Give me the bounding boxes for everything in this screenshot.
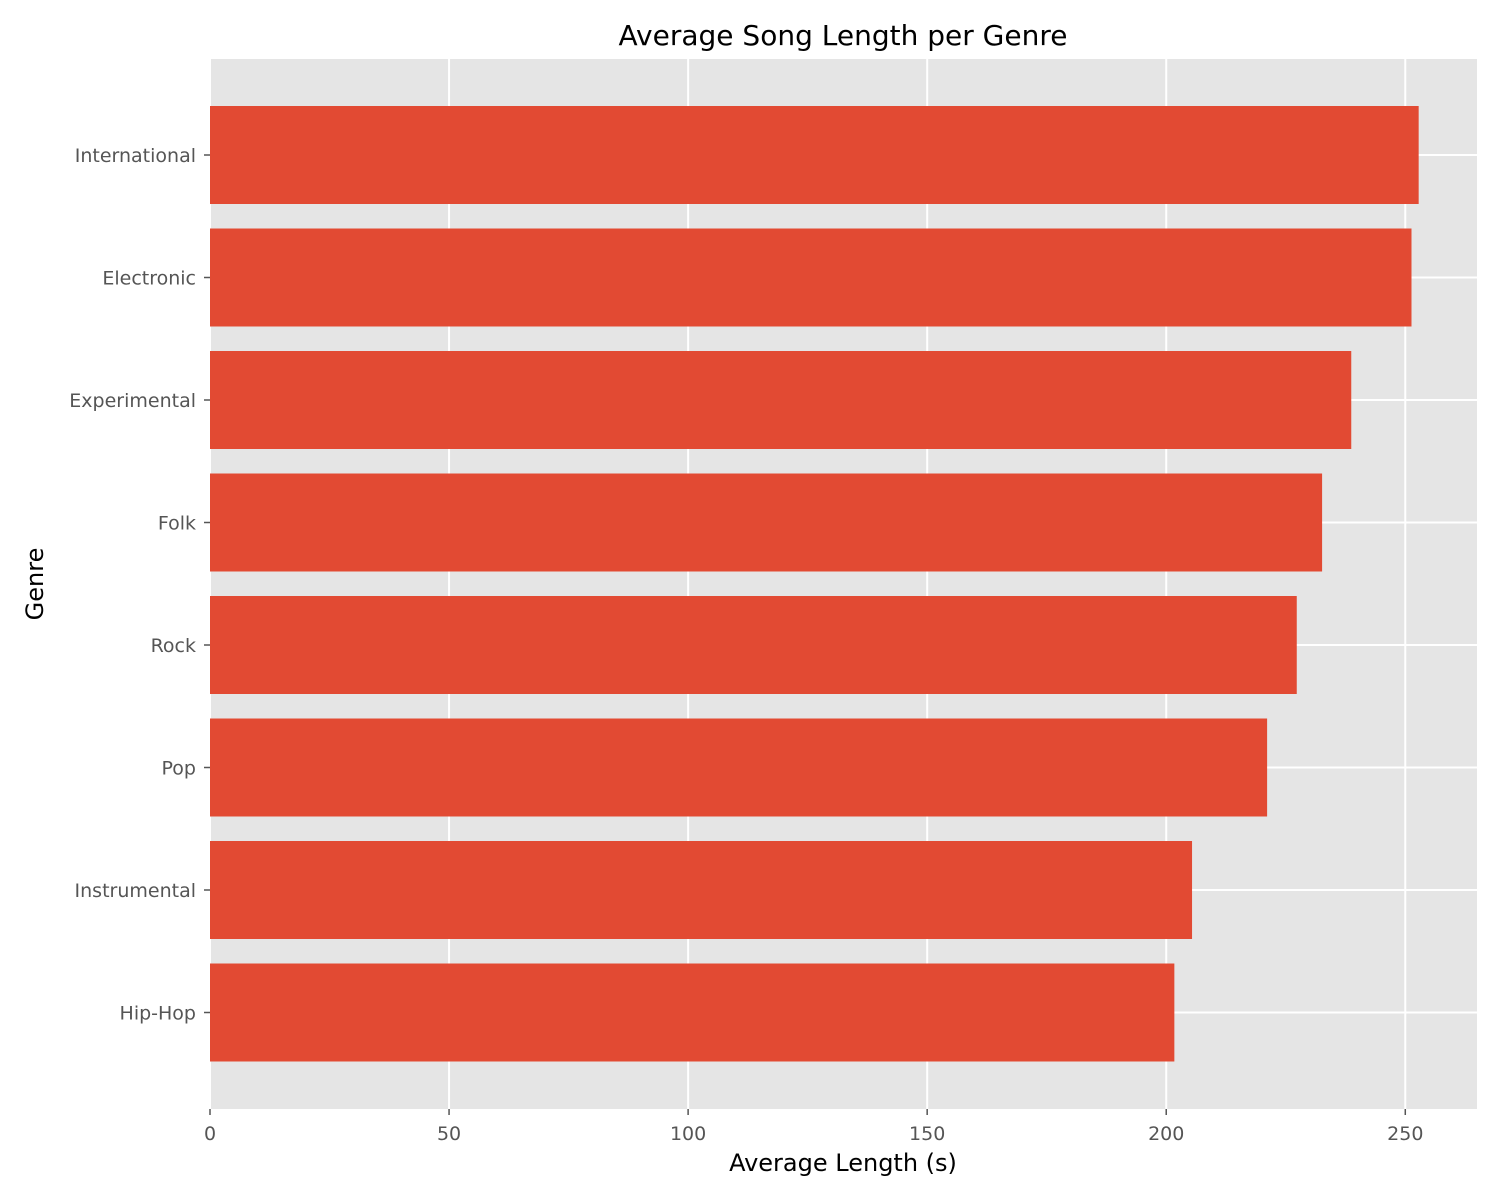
y-tick-label: Hip-Hop	[120, 1003, 196, 1025]
plot-background	[210, 59, 1477, 1109]
bars	[210, 106, 1419, 1062]
x-tick-label: 100	[670, 1123, 706, 1145]
x-tick-label: 0	[204, 1123, 216, 1145]
axis-ticks: 0 50 100 150 200 250 International Electronic Ex…	[69, 145, 1423, 1145]
bar-experimental	[210, 351, 1352, 449]
y-tick-label: Electronic	[102, 268, 196, 290]
x-axis-title: Average Length (s)	[729, 1149, 957, 1177]
x-tick-label: 50	[437, 1123, 461, 1145]
bar-international	[210, 106, 1419, 204]
chart-title: Average Song Length per Genre	[619, 19, 1068, 52]
bar-folk	[210, 473, 1323, 572]
x-tick-label: 150	[909, 1123, 945, 1145]
bar-pop	[210, 718, 1268, 817]
y-tick-label: Pop	[162, 758, 196, 780]
y-tick-label: Rock	[151, 635, 196, 657]
bar-electronic	[210, 228, 1412, 327]
y-tick-label: Experimental	[69, 390, 196, 412]
x-tick-label: 250	[1387, 1123, 1423, 1145]
bar-rock	[210, 596, 1297, 694]
x-tick-label: 200	[1148, 1123, 1184, 1145]
y-tick-label: International	[75, 145, 196, 167]
bar-hip-hop	[210, 963, 1175, 1062]
y-axis-title: Genre	[21, 548, 49, 621]
y-tick-label: Instrumental	[75, 880, 196, 902]
bar-instrumental	[210, 841, 1193, 939]
y-tick-label: Folk	[158, 513, 196, 535]
